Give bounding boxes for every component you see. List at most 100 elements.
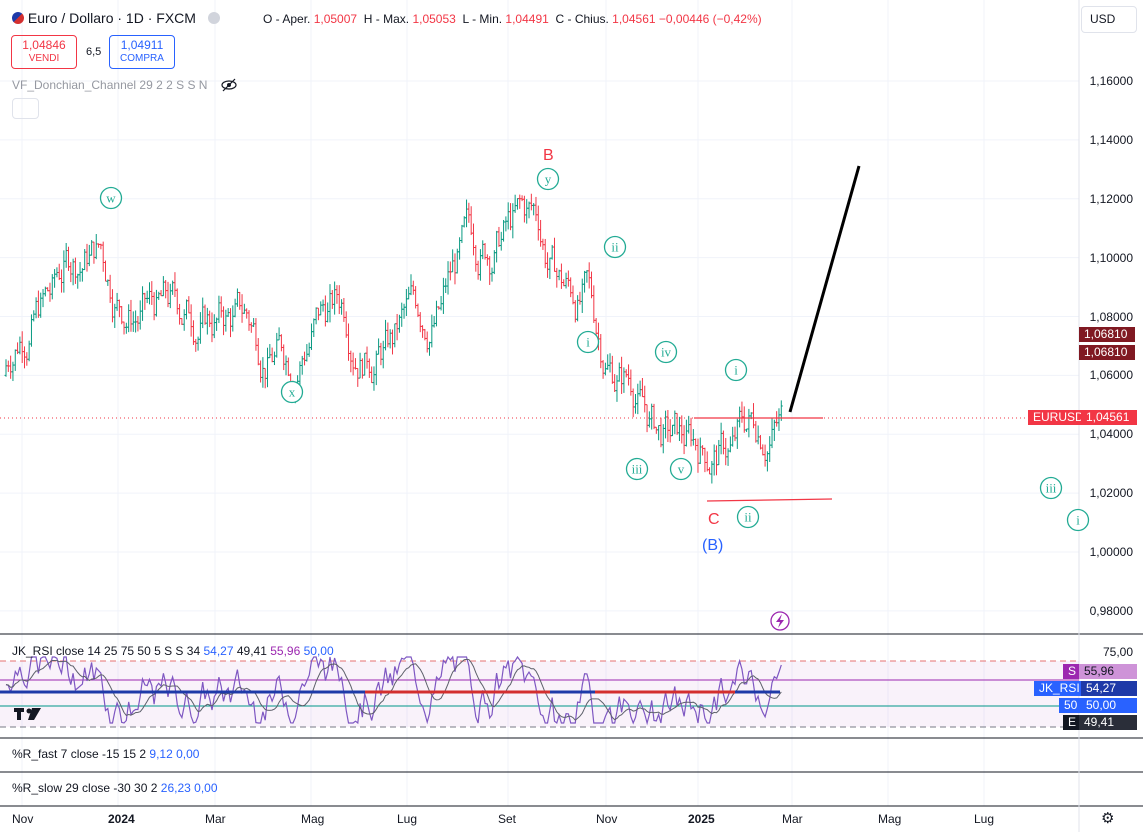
time-tick-label: Mag xyxy=(878,812,902,826)
time-tick-label: 2024 xyxy=(108,812,135,826)
sell-button[interactable]: 1,04846 VENDI xyxy=(11,35,77,69)
collapse-legend-button[interactable] xyxy=(12,98,39,119)
price-tick-label: 1,06000 xyxy=(1089,368,1133,383)
rsi-line xyxy=(5,655,782,726)
price-tick-label: 1,02000 xyxy=(1089,486,1133,501)
last-price-tag: 1,04561 xyxy=(1081,410,1137,425)
rsi-e-tag: 49,41 xyxy=(1079,715,1137,730)
spread-value: 6,5 xyxy=(86,46,102,58)
wave-circle-text: ii xyxy=(744,510,752,525)
flag-icon xyxy=(12,12,24,24)
low-value: 1,04491 xyxy=(505,12,549,26)
rslow-value-2: 0,00 xyxy=(194,781,218,795)
wave-circle-y: y xyxy=(536,167,560,191)
time-tick-label: Lug xyxy=(974,812,995,826)
price-tick-label: 1,14000 xyxy=(1089,132,1133,147)
buy-button[interactable]: 1,04911 COMPRA xyxy=(109,35,175,69)
currency-selector[interactable]: USD xyxy=(1081,6,1137,33)
wave-circle-shape xyxy=(603,235,627,259)
grid xyxy=(0,0,1079,806)
rsi-value-1: 54,27 xyxy=(203,644,234,658)
rslow-legend[interactable]: %R_slow 29 close -30 30 2 26,23 0,00 xyxy=(12,781,218,795)
price-tick-label: 1,04000 xyxy=(1089,427,1133,442)
wave-circle-text: w xyxy=(106,191,116,206)
wave-circle-i2: i xyxy=(724,358,748,382)
wave-circle-w: w xyxy=(99,186,123,210)
rfast-legend-name: %R_fast 7 close -15 15 2 xyxy=(12,747,147,761)
wave-circle-text: iii xyxy=(632,462,643,477)
wave-circle-shape xyxy=(1039,476,1063,500)
wave-label-C: C xyxy=(708,511,720,528)
wave-circle-text: i xyxy=(734,363,738,378)
low-label: L - Min. xyxy=(462,12,503,26)
wave-circle-ii2: ii xyxy=(736,505,760,529)
candles xyxy=(4,193,783,484)
time-tick-label: Mag xyxy=(301,812,325,826)
rsi-legend[interactable]: JK_RSI close 14 25 75 50 5 S S 34 54,27 … xyxy=(12,644,334,658)
rsi-tag: 54,27 xyxy=(1081,681,1137,696)
target-price-tag-2: 1,06810 xyxy=(1079,345,1135,360)
price-tick-label: 1,12000 xyxy=(1089,191,1133,206)
rsi-legend-name: JK_RSI close 14 25 75 50 5 S S 34 xyxy=(12,644,201,658)
time-tick-label: Set xyxy=(498,812,517,826)
status-dot-icon xyxy=(207,12,220,24)
wave-circle-shape xyxy=(724,358,748,382)
rsi-ma-line xyxy=(5,658,782,721)
wave-circle-text: x xyxy=(289,385,296,400)
sell-price: 1,04846 xyxy=(22,38,66,52)
wave-circle-ii1: ii xyxy=(603,235,627,259)
wave-circle-x: x xyxy=(280,380,304,404)
rslow-legend-name: %R_slow 29 close -30 30 2 xyxy=(12,781,158,795)
time-tick-label: 2025 xyxy=(688,812,715,826)
rsi-band xyxy=(0,661,1079,727)
time-tick-label: Mar xyxy=(205,812,226,826)
wave-circle-text: i xyxy=(1076,513,1080,528)
wave-circle-text: v xyxy=(678,462,685,477)
rfast-value-1: 9,12 xyxy=(149,747,173,761)
rsi-tag-label: JK_RSI xyxy=(1034,681,1085,696)
indicator-legend[interactable]: VF_Donchian_Channel 29 2 2 S S N xyxy=(12,78,208,92)
wave-circle-shape xyxy=(625,457,649,481)
wave-circle-shape xyxy=(1066,508,1090,532)
buy-price: 1,04911 xyxy=(120,38,164,52)
tradingview-logo-icon xyxy=(14,708,41,720)
projection-arrow-line xyxy=(788,165,861,413)
wave-circle-i3: i xyxy=(1066,508,1090,532)
time-tick-label: Mar xyxy=(782,812,803,826)
open-value: 1,05007 xyxy=(313,12,358,26)
wave-circle-text: iii xyxy=(1046,481,1057,496)
rfast-value-2: 0,00 xyxy=(176,747,200,761)
wave-label-B: B xyxy=(543,147,554,164)
rslow-value-1: 26,23 xyxy=(160,781,191,795)
symbol-title[interactable]: Euro / Dollaro · 1D · FXCM xyxy=(12,10,220,26)
buy-label: COMPRA xyxy=(120,53,164,64)
rsi-value-4: 50,00 xyxy=(303,644,334,658)
eye-hidden-icon[interactable] xyxy=(221,78,237,92)
wave-circle-shape xyxy=(576,330,600,354)
wave-circle-shape xyxy=(99,186,123,210)
wave-circle-i1: i xyxy=(576,330,600,354)
time-tick-label: Lug xyxy=(397,812,418,826)
support-line xyxy=(706,498,833,502)
high-value: 1,05053 xyxy=(412,12,456,26)
rsi-50-tag: 50,00 xyxy=(1081,698,1137,713)
rfast-legend[interactable]: %R_fast 7 close -15 15 2 9,12 0,00 xyxy=(12,747,199,761)
settings-gear-icon[interactable]: ⚙ xyxy=(1101,810,1115,827)
target-price-tag: 1,06810 xyxy=(1079,327,1135,342)
sell-label: VENDI xyxy=(28,53,60,64)
rsi-s-tag: 55,96 xyxy=(1079,664,1137,679)
close-label: C - Chius. xyxy=(555,12,609,26)
wave-circle-shape xyxy=(536,167,560,191)
wave-circle-shape xyxy=(736,505,760,529)
ohlc-values: O - Aper. 1,05007 H - Max. 1,05053 L - M… xyxy=(263,12,762,26)
price-tick-label: 1,08000 xyxy=(1089,309,1133,324)
rsi-e-tag-label: E xyxy=(1063,715,1082,730)
wave-circle-shape xyxy=(654,340,678,364)
rsi-50-tag-label: 50 xyxy=(1059,698,1083,713)
lightning-icon[interactable] xyxy=(770,611,790,631)
wave-circle-text: i xyxy=(586,335,590,350)
rsi-s-tag-label: S xyxy=(1063,664,1082,679)
price-tick-label: 1,00000 xyxy=(1089,545,1133,559)
high-label: H - Max. xyxy=(363,12,410,26)
